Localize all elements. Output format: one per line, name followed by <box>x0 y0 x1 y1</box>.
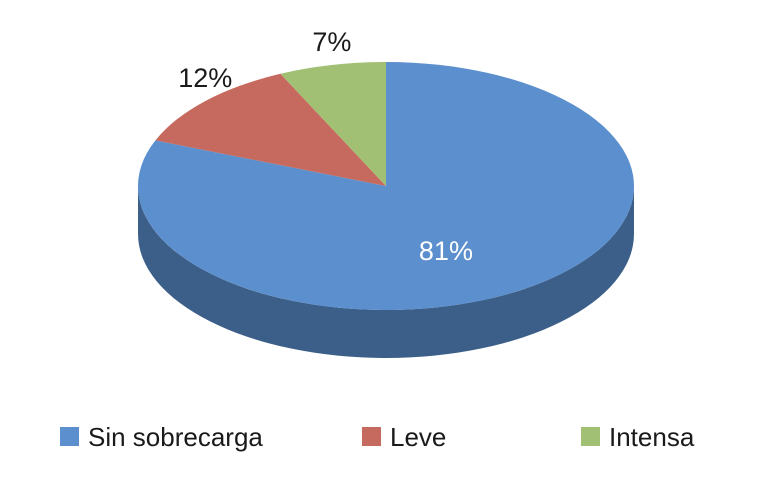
pie-slices <box>138 62 635 310</box>
legend-item-leve: Leve <box>362 422 446 452</box>
legend-label-leve: Leve <box>390 422 446 452</box>
pie-data-labels: 81% 12% 7% <box>178 27 473 266</box>
data-label-intensa: 7% <box>312 27 351 57</box>
pie-slice-leve <box>155 73 386 186</box>
legend-label-sin-sobrecarga: Sin sobrecarga <box>88 422 263 452</box>
legend-item-sin-sobrecarga: Sin sobrecarga <box>60 422 263 452</box>
data-label-sin-sobrecarga: 81% <box>419 236 473 266</box>
legend-label-intensa: Intensa <box>609 422 695 452</box>
pie-sides <box>138 186 634 358</box>
pie-slice-sin-sobrecarga <box>138 62 635 310</box>
legend: Sin sobrecarga Leve Intensa <box>60 422 695 452</box>
legend-item-intensa: Intensa <box>581 422 695 452</box>
data-label-leve: 12% <box>178 63 232 93</box>
legend-swatch-sin-sobrecarga <box>60 427 79 446</box>
legend-swatch-leve <box>362 427 381 446</box>
pie-side-sin-sobrecarga <box>138 186 634 358</box>
legend-swatch-intensa <box>581 427 600 446</box>
pie-slice-intensa <box>280 62 386 186</box>
